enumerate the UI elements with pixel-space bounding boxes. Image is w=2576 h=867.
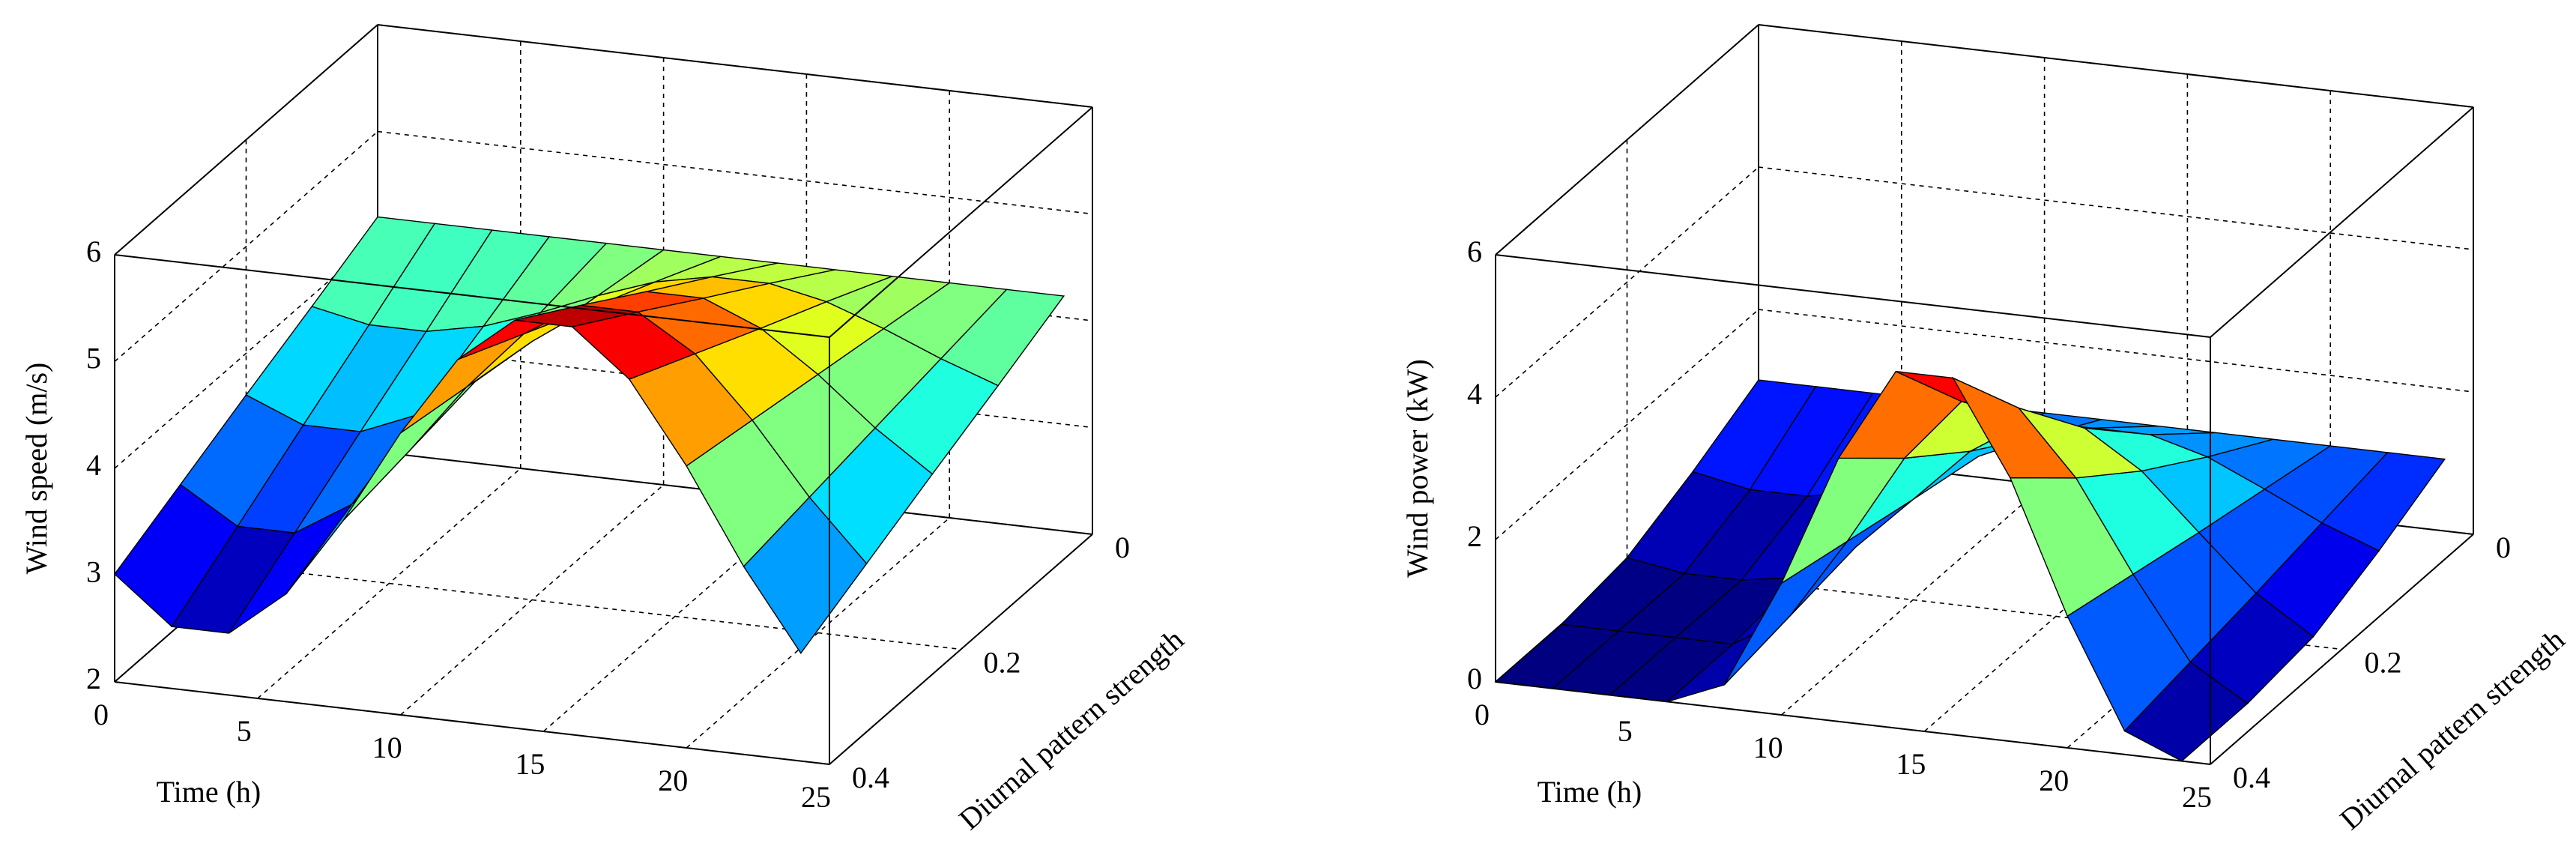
x-axis-label: Time (h) bbox=[157, 775, 261, 809]
x-tick-label: 5 bbox=[1618, 714, 1633, 748]
z-tick-label: 2 bbox=[86, 662, 101, 695]
x-tick-label: 0 bbox=[1475, 698, 1490, 731]
z-tick-label: 5 bbox=[86, 342, 101, 375]
grid-line bbox=[1495, 309, 1759, 540]
y-axis bbox=[2210, 534, 2474, 765]
z-axis-label: Wind power (kW) bbox=[1400, 359, 1434, 578]
y-axis bbox=[829, 534, 1093, 765]
box-edge bbox=[114, 254, 830, 338]
grid-line bbox=[1758, 24, 2474, 108]
z-tick-label: 0 bbox=[1467, 662, 1482, 695]
x-tick-label: 25 bbox=[801, 780, 831, 814]
surface-patch bbox=[743, 496, 868, 654]
z-tick-label: 6 bbox=[86, 235, 101, 268]
x-tick-label: 20 bbox=[658, 764, 688, 797]
z-tick-label: 4 bbox=[1467, 377, 1482, 411]
z-tick-label: 4 bbox=[86, 448, 101, 482]
x-axis bbox=[114, 681, 830, 765]
x-axis-label: Time (h) bbox=[1538, 775, 1642, 809]
x-tick-label: 15 bbox=[515, 747, 545, 781]
grid-line bbox=[114, 130, 378, 363]
z-tick-label: 3 bbox=[86, 555, 101, 589]
z-tick-label: 2 bbox=[1467, 519, 1482, 553]
y-tick-label: 0 bbox=[2496, 531, 2511, 564]
box-edge bbox=[829, 106, 1093, 338]
x-tick-label: 15 bbox=[1896, 747, 1926, 781]
box-edge bbox=[1495, 254, 2211, 338]
z-tick-label: 6 bbox=[1467, 235, 1482, 268]
x-tick-label: 25 bbox=[2182, 780, 2212, 814]
y-tick-label: 0 bbox=[1115, 531, 1130, 564]
y-tick-label: 0.4 bbox=[852, 761, 889, 794]
grid-line bbox=[1758, 309, 2474, 393]
grid-line bbox=[1495, 24, 1759, 256]
grid-line bbox=[377, 24, 1093, 108]
x-tick-label: 20 bbox=[2039, 764, 2069, 797]
grid-line bbox=[1495, 166, 1759, 398]
x-tick-label: 10 bbox=[372, 731, 402, 764]
grid-line bbox=[377, 130, 1093, 215]
x-tick-label: 5 bbox=[237, 714, 252, 748]
box-edge bbox=[2210, 106, 2474, 338]
x-tick-label: 10 bbox=[1753, 731, 1783, 764]
grid-line bbox=[1758, 166, 2474, 250]
y-tick-label: 0.2 bbox=[984, 646, 1021, 680]
y-tick-label: 0.2 bbox=[2365, 646, 2402, 680]
x-tick-label: 0 bbox=[94, 698, 109, 731]
grid-line bbox=[246, 566, 961, 650]
x-axis bbox=[1495, 681, 2211, 765]
z-axis-label: Wind speed (m/s) bbox=[19, 363, 53, 575]
y-tick-label: 0.4 bbox=[2233, 761, 2270, 794]
grid-line bbox=[114, 24, 378, 256]
